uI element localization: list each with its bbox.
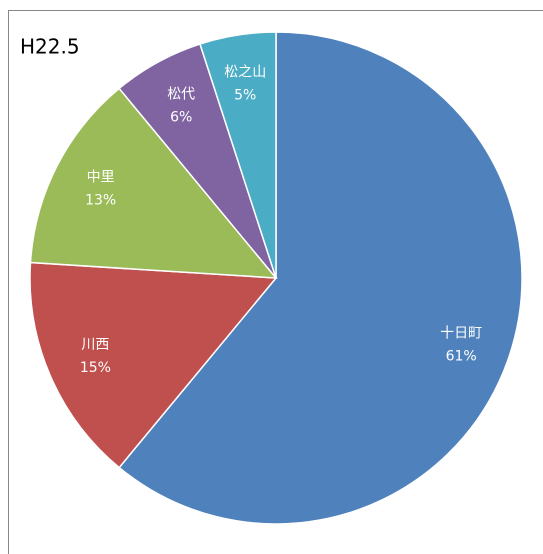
slice-value-label: 6%: [170, 110, 192, 126]
slice-value-label: 13%: [85, 193, 116, 209]
chart-title: H22.5: [20, 35, 80, 59]
slice-name: 松之山: [224, 65, 266, 81]
slice-name: 川西: [81, 337, 109, 353]
slice-value-label: 61%: [446, 349, 477, 365]
pie-slice: [29, 87, 278, 279]
slice-name: 松代: [167, 87, 195, 103]
slice-name: 十日町: [440, 326, 482, 342]
slice-name: 中里: [87, 170, 115, 186]
slice-value-label: 5%: [234, 88, 256, 104]
pie-slice: [29, 261, 278, 469]
pie-slice: [118, 31, 523, 525]
slice-value-label: 15%: [80, 360, 111, 376]
pie-slice: [199, 31, 277, 279]
